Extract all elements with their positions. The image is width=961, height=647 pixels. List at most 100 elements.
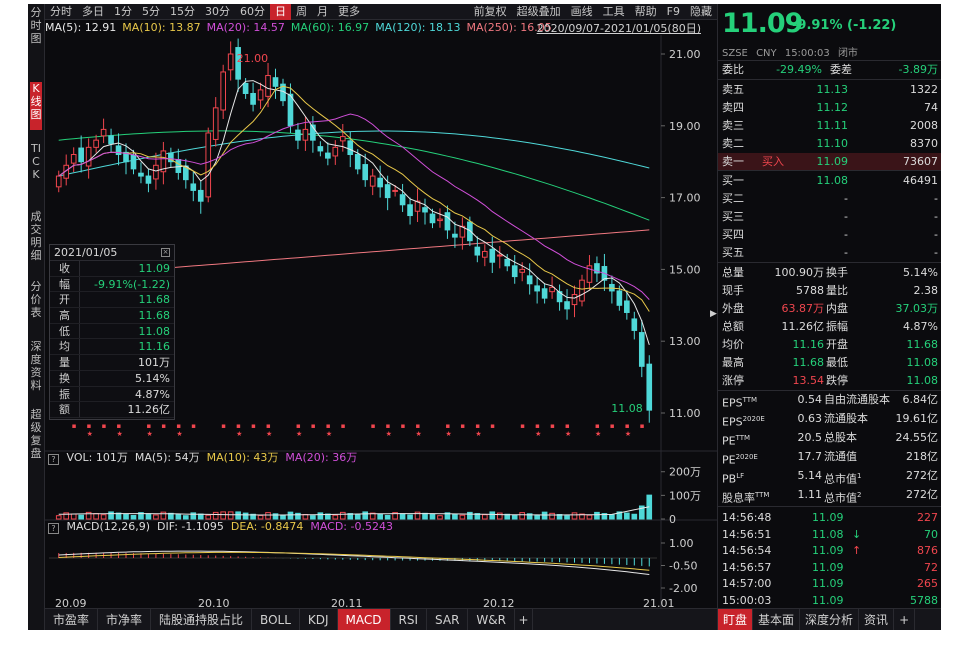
event-marker: ★ [386,430,392,438]
period-tab-7[interactable]: 日 [270,4,291,20]
left-nav-intraday[interactable]: 分时图 [30,6,42,45]
volume-bar [549,512,555,520]
candle [123,151,129,163]
stat-value: 11.16 [792,338,825,351]
event-marker: ★ [117,430,123,438]
add-indicator-button[interactable]: + [515,608,533,630]
left-nav-kline[interactable]: K线图 [30,82,42,130]
fund-label-sup: 2020E [735,453,758,461]
indicator-tab-1[interactable]: 市净率 [98,608,152,630]
period-tab-3[interactable]: 5分 [142,4,160,18]
quote-row: 涨停 13.54 跌停 11.08 [718,372,941,390]
info-row: 收 11.09 [50,261,174,277]
candle [115,145,122,156]
event-marker: ▪ [236,422,241,430]
quote-panel: ▶ 11.09 -9.91% (-1.22) SZSE CNY 15:00:03… [710,4,941,630]
volume-bar [594,511,600,520]
volume-bar [317,512,324,520]
collapse-arrow-icon[interactable]: ▶ [710,309,717,319]
period-tab-10[interactable]: 更多 [338,4,360,18]
right-tab-0[interactable]: 盯盘 [718,608,754,630]
left-nav-f10[interactable]: 深度资料 [30,340,42,392]
add-tab-button[interactable]: + [894,608,916,630]
stat-label: 总量 [722,266,744,279]
left-nav-tick[interactable]: TICK [31,142,41,181]
right-tab-3[interactable]: 资讯 [859,608,895,630]
indicator-tab-5[interactable]: MACD [337,608,391,630]
volume-header: ? VOL: 101万 MA(5): 54万 MA(10): 43万 MA(20… [45,451,717,465]
indicator-tab-6[interactable]: RSI [391,608,428,630]
toolbar-btn-1[interactable]: 超级叠加 [516,4,561,18]
bid-label: 买二 [722,192,744,205]
stat-label: 换手 [826,266,848,279]
date-range-label[interactable]: 2020/09/07-2021/01/05(80日) [536,22,701,35]
indicator-tab-2[interactable]: 陆股通持股占比 [151,608,253,630]
quote-row: 总额 11.26亿 振幅 4.87% [718,318,941,336]
volume-bar [519,512,526,520]
bid-price: - [844,228,848,241]
period-tab-0[interactable]: 分时 [50,4,72,18]
event-marker: ▪ [251,422,256,430]
ask-label: 卖四 [722,101,744,114]
fund-label-text: 总市值 [824,491,857,505]
quote-row: 14:57:00 11.09 265 [718,575,941,593]
candle [272,77,279,87]
toolbar-btn-0[interactable]: 前复权 [473,4,507,18]
period-tab-9[interactable]: 月 [317,4,328,18]
volume-bar [616,511,623,520]
kline-chart[interactable]: 21.00 19.00 17.00 15.00 13.00 11.00 21.00 11.08… [45,35,717,608]
last-price: 11.09 [722,8,803,39]
bid-volume: - [934,192,938,205]
exchange: SZSE [722,48,748,59]
indicator-tab-3[interactable]: BOLL [252,608,300,630]
macd-header: ? MACD(12,26,9) DIF: -1.1095 DEA: -0.847… [45,520,717,534]
right-tab-2[interactable]: 深度分析 [800,608,860,630]
period-tab-8[interactable]: 周 [296,4,307,18]
indicator-tab-7[interactable]: SAR [427,608,469,630]
volume-bar [564,515,570,520]
toolbar-btn-5[interactable]: F9 [666,4,680,18]
toolbar-btn-2[interactable]: 画线 [570,4,593,18]
period-tab-2[interactable]: 1分 [114,4,132,18]
left-nav-price-table[interactable]: 分价表 [30,280,42,319]
help-icon[interactable]: ? [48,523,59,534]
quote-row: 外盘 63.87万 内盘 37.03万 [718,300,941,318]
period-tab-6[interactable]: 60分 [240,4,265,18]
tick-price: 11.09 [812,511,844,524]
period-tab-4[interactable]: 15分 [170,4,195,18]
indicator-tab-8[interactable]: W&R [468,608,515,630]
candle [93,139,99,148]
volume-bar [354,514,361,520]
candle [496,254,503,257]
toolbar-btn-6[interactable]: 隐藏 [690,4,712,18]
info-key: 量 [50,355,80,370]
ask-price: 11.12 [816,101,849,114]
close-icon[interactable]: × [161,248,170,257]
event-marker: ▪ [72,422,77,430]
left-nav-super[interactable]: 超级复盘 [30,408,42,460]
left-nav-deals[interactable]: 成交明细 [30,210,42,262]
volume-bar [145,513,152,520]
period-tab-5[interactable]: 30分 [205,4,230,18]
ask-volume: 8370 [910,137,938,150]
candle [190,183,197,191]
fund-label-text: 股息率 [722,491,755,505]
vol-ma10: MA(10): 43万 [206,451,279,464]
fund-value: 6.84亿 [902,393,939,406]
help-icon[interactable]: ? [48,454,59,465]
toolbar-btn-4[interactable]: 帮助 [634,4,657,18]
indicator-tab-4[interactable]: KDJ [300,608,338,630]
volume-bar [422,512,428,520]
high-label: 21.00 [237,52,269,65]
toolbar-btn-3[interactable]: 工具 [602,4,625,18]
candle [571,294,578,306]
ask-volume: 1322 [910,83,938,96]
price-change: -9.91% (-1.22) [792,18,897,33]
period-tab-1[interactable]: 多日 [82,4,104,18]
right-tab-1[interactable]: 基本面 [753,608,801,630]
candle [384,184,391,199]
candle [108,135,114,145]
indicator-tab-0[interactable]: 市盈率 [45,608,99,630]
volume-bar [175,514,182,520]
ask-price: 11.13 [816,83,849,96]
